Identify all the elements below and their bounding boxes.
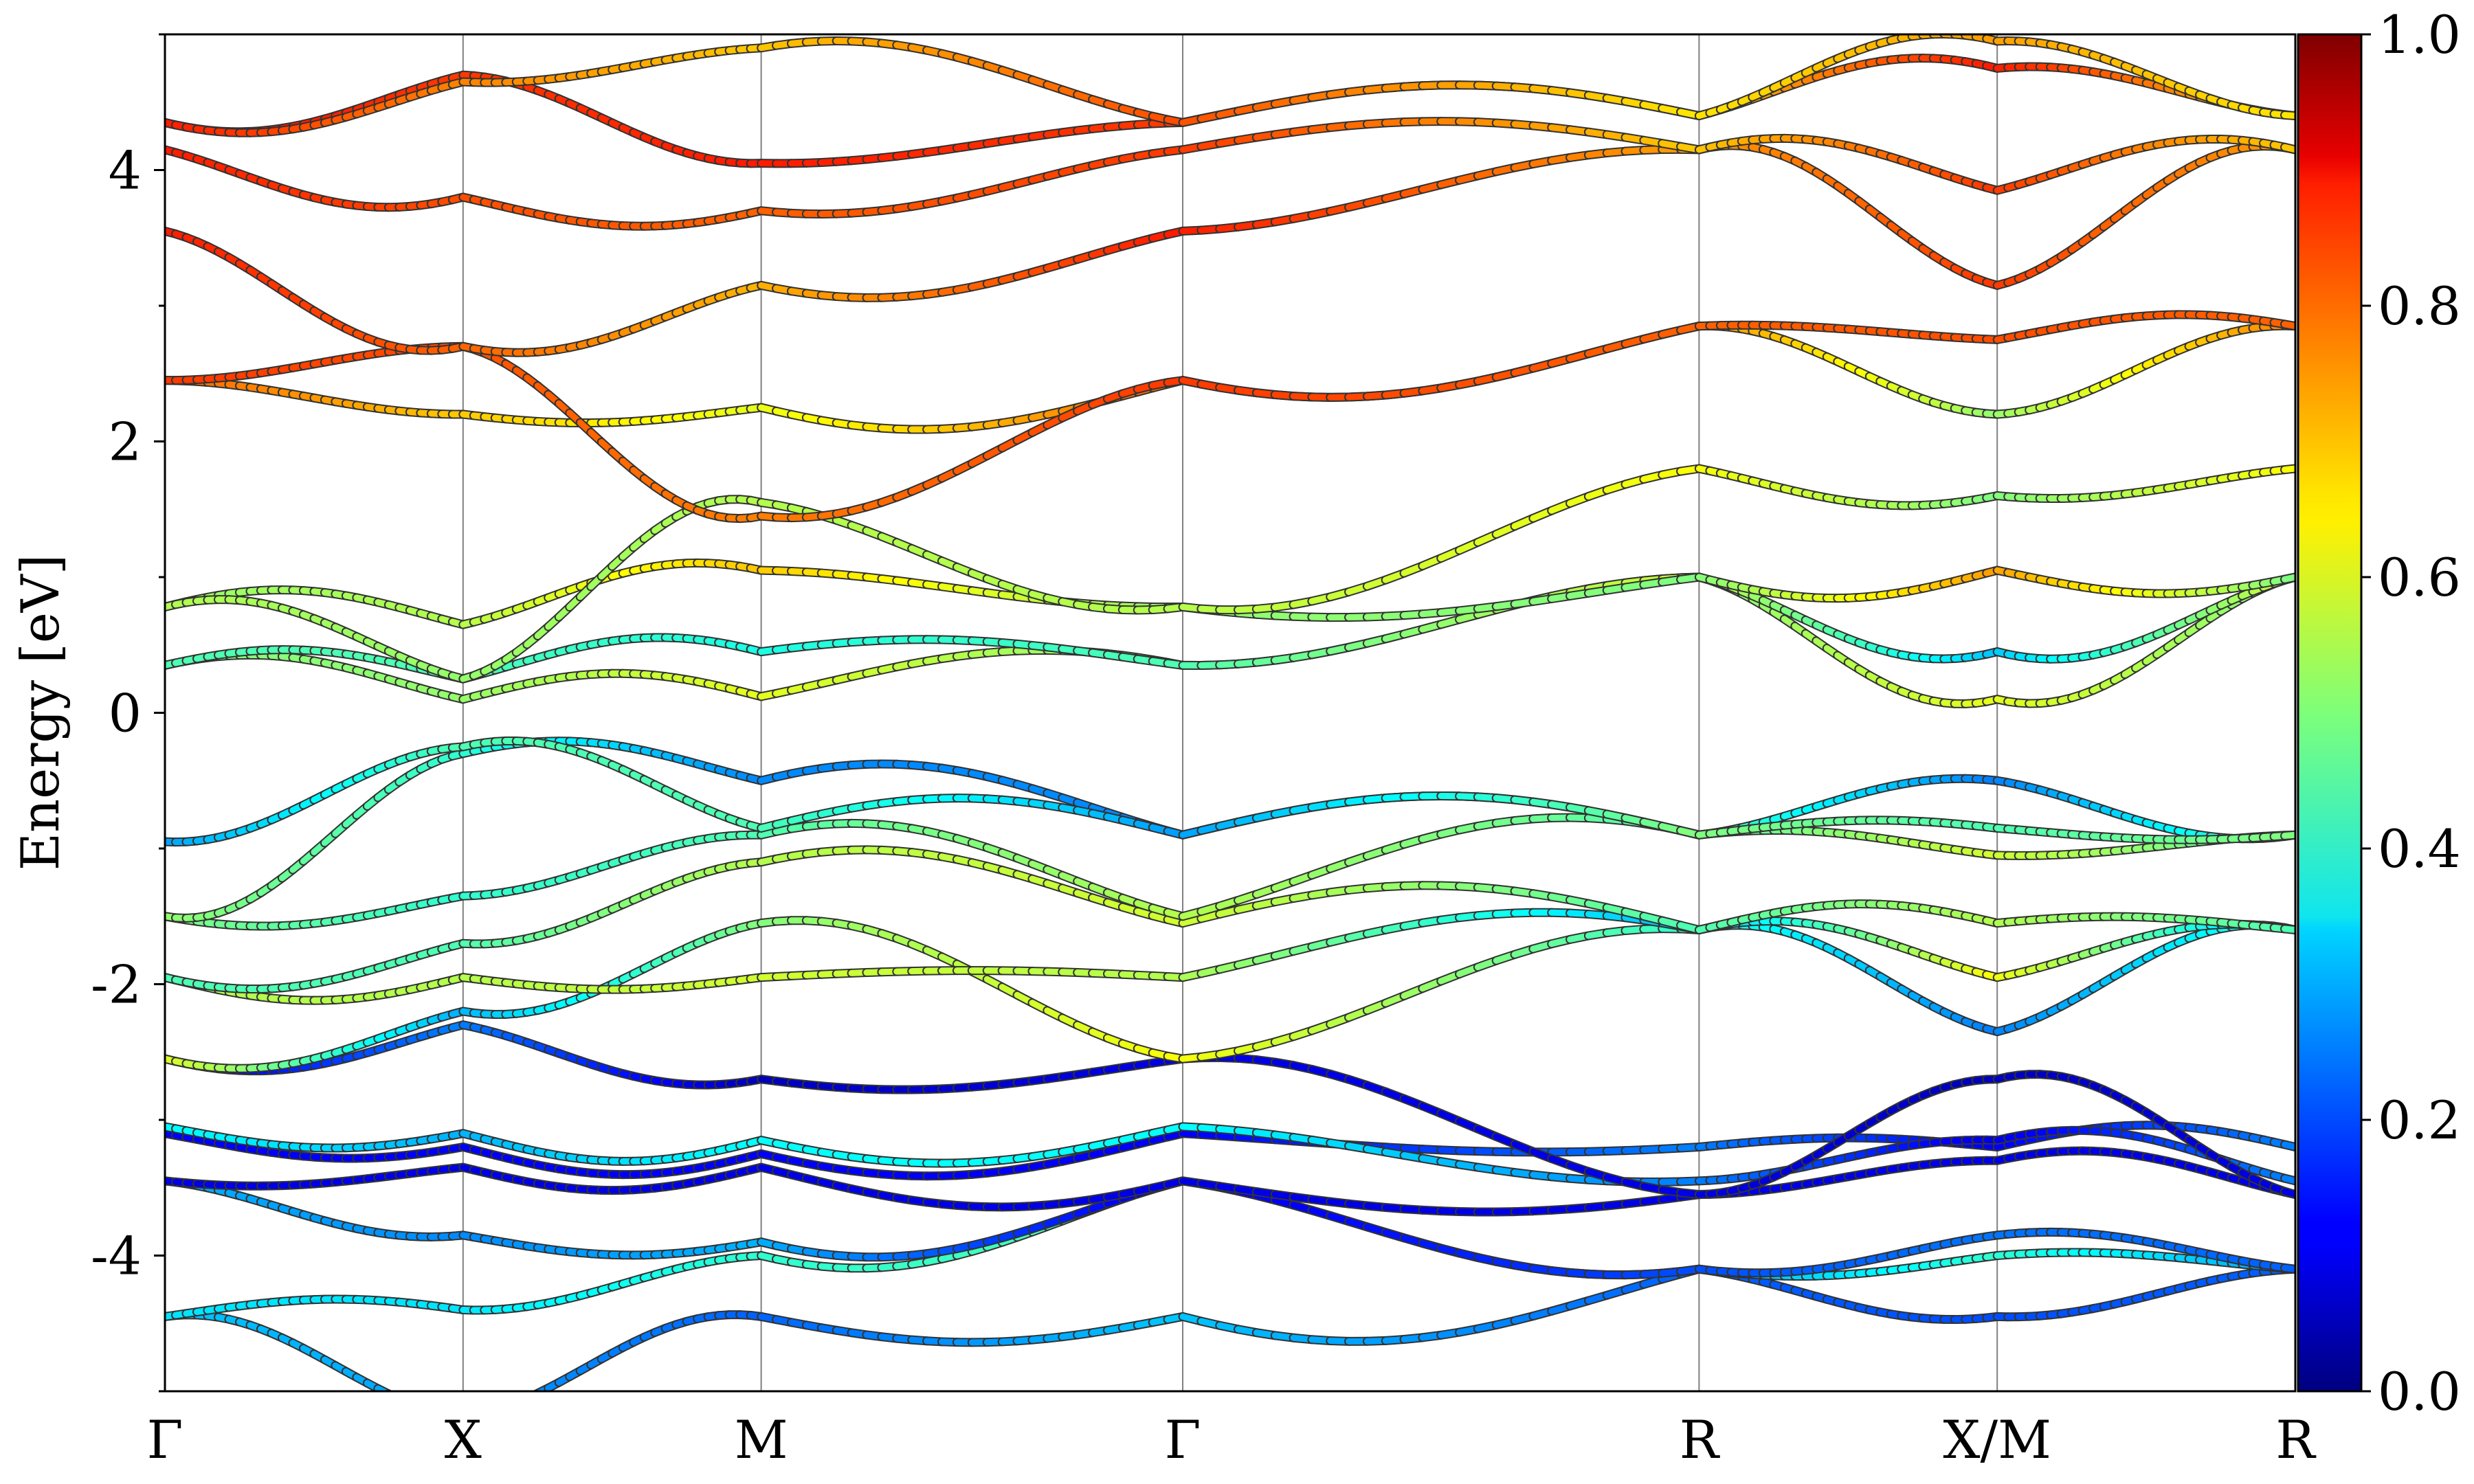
band-segment [2282, 925, 2295, 933]
band-segment [506, 1403, 516, 1407]
band-line [165, 1122, 2295, 1187]
band-outline [531, 1389, 542, 1391]
band-outline [431, 1411, 441, 1414]
band-segment [2282, 1175, 2295, 1184]
band-outline [385, 1389, 394, 1391]
band-line [165, 1146, 2295, 1217]
band-segment [535, 1390, 540, 1391]
band-segment [421, 1408, 431, 1411]
band-line [165, 1121, 2295, 1181]
band-lines [165, 34, 2295, 1414]
band-segment [388, 1394, 399, 1399]
band-line [165, 1176, 2295, 1321]
band-segment [2282, 1264, 2295, 1272]
band-segment [495, 1407, 505, 1410]
band-outline [484, 1410, 495, 1414]
band-outline [495, 1407, 505, 1410]
band-segment [431, 1411, 441, 1414]
band-outline [421, 1408, 431, 1411]
band-segment [2282, 1188, 2295, 1198]
band-segment [484, 1410, 495, 1414]
band-outline [506, 1403, 516, 1407]
band-line [165, 572, 2295, 708]
band-outline [399, 1399, 410, 1404]
band-segment [399, 1399, 410, 1404]
band-outline [410, 1404, 420, 1408]
band-line [165, 736, 2295, 847]
band-line [165, 572, 2295, 684]
band-segment [516, 1398, 526, 1403]
band-line [165, 908, 2295, 1005]
band-outline [516, 1398, 526, 1403]
band-segment [2282, 1141, 2295, 1150]
band-segment [410, 1404, 420, 1408]
band-line [165, 1264, 2295, 1414]
